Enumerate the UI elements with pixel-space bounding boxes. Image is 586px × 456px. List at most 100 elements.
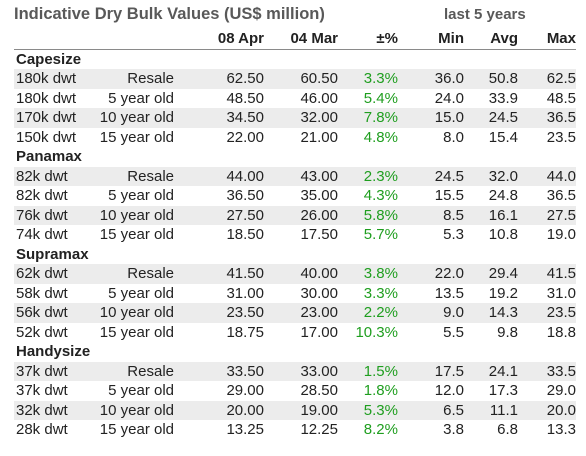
cell-current: 23.50	[180, 303, 264, 323]
cell-current: 34.50	[180, 108, 264, 128]
cell-change: 5.3%	[338, 400, 404, 420]
cell-avg: 16.1	[464, 205, 518, 225]
cell-avg: 24.1	[464, 361, 518, 381]
cell-change: 1.8%	[338, 381, 404, 401]
cell-age: 10 year old	[96, 303, 180, 323]
cell-max: 44.0	[518, 166, 576, 186]
cell-min: 9.0	[404, 303, 464, 323]
cell-size: 150k dwt	[14, 127, 96, 147]
header-age	[96, 29, 180, 50]
cell-avg: 17.3	[464, 381, 518, 401]
cell-size: 52k dwt	[14, 322, 96, 342]
header-min: Min	[404, 29, 464, 50]
cell-min: 24.5	[404, 166, 464, 186]
cell-max: 20.0	[518, 400, 576, 420]
cell-min: 22.0	[404, 264, 464, 284]
cell-current: 27.50	[180, 205, 264, 225]
cell-max: 62.5	[518, 69, 576, 89]
cell-max: 23.5	[518, 303, 576, 323]
cell-max: 27.5	[518, 205, 576, 225]
cell-size: 76k dwt	[14, 205, 96, 225]
cell-previous: 17.50	[264, 225, 338, 245]
cell-size: 82k dwt	[14, 166, 96, 186]
cell-current: 36.50	[180, 186, 264, 206]
cell-previous: 33.00	[264, 361, 338, 381]
table-row: 82k dwt 5 year old 36.50 35.00 4.3% 15.5 24.8 3…	[14, 186, 576, 206]
cell-current: 22.00	[180, 127, 264, 147]
cell-age: 15 year old	[96, 420, 180, 440]
cell-change: 5.7%	[338, 225, 404, 245]
table-body: Capesize 180k dwt Resale 62.50 60.50 3.3% 36.0…	[14, 49, 576, 440]
cell-size: 180k dwt	[14, 69, 96, 89]
cell-current: 13.25	[180, 420, 264, 440]
cell-min: 3.8	[404, 420, 464, 440]
header-max: Max	[518, 29, 576, 50]
cell-age: 5 year old	[96, 283, 180, 303]
table-row: 37k dwt 5 year old 29.00 28.50 1.8% 12.0 17.3 2…	[14, 381, 576, 401]
cell-size: 58k dwt	[14, 283, 96, 303]
cell-age: Resale	[96, 264, 180, 284]
cell-max: 36.5	[518, 186, 576, 206]
header-row: 08 Apr 04 Mar ±% Min Avg Max	[14, 29, 576, 50]
cell-max: 19.0	[518, 225, 576, 245]
table-row: 37k dwt Resale 33.50 33.00 1.5% 17.5 24.1 33.5	[14, 361, 576, 381]
cell-avg: 24.8	[464, 186, 518, 206]
cell-min: 12.0	[404, 381, 464, 401]
table-row: 62k dwt Resale 41.50 40.00 3.8% 22.0 29.4 41.5	[14, 264, 576, 284]
cell-age: 10 year old	[96, 108, 180, 128]
cell-min: 5.3	[404, 225, 464, 245]
cell-change: 3.8%	[338, 264, 404, 284]
cell-previous: 23.00	[264, 303, 338, 323]
cell-current: 31.00	[180, 283, 264, 303]
cell-age: Resale	[96, 69, 180, 89]
cell-avg: 14.3	[464, 303, 518, 323]
cell-current: 18.75	[180, 322, 264, 342]
table-row: 76k dwt 10 year old 27.50 26.00 5.8% 8.5 16.1 2…	[14, 205, 576, 225]
cell-size: 74k dwt	[14, 225, 96, 245]
cell-size: 32k dwt	[14, 400, 96, 420]
table-row: 74k dwt 15 year old 18.50 17.50 5.7% 5.3 10.8 1…	[14, 225, 576, 245]
cell-avg: 15.4	[464, 127, 518, 147]
cell-change: 4.8%	[338, 127, 404, 147]
cell-max: 31.0	[518, 283, 576, 303]
cell-avg: 11.1	[464, 400, 518, 420]
cell-max: 29.0	[518, 381, 576, 401]
section-row: Handysize	[14, 342, 576, 362]
cell-change: 10.3%	[338, 322, 404, 342]
cell-previous: 40.00	[264, 264, 338, 284]
page-title: Indicative Dry Bulk Values (US$ million)	[14, 5, 325, 23]
cell-previous: 46.00	[264, 88, 338, 108]
cell-size: 28k dwt	[14, 420, 96, 440]
cell-age: 5 year old	[96, 88, 180, 108]
header-change: ±%	[338, 29, 404, 50]
cell-current: 41.50	[180, 264, 264, 284]
cell-change: 2.2%	[338, 303, 404, 323]
cell-avg: 9.8	[464, 322, 518, 342]
cell-avg: 6.8	[464, 420, 518, 440]
cell-size: 37k dwt	[14, 381, 96, 401]
cell-age: 15 year old	[96, 127, 180, 147]
section-title: Supramax	[14, 244, 576, 264]
table-row: 170k dwt 10 year old 34.50 32.00 7.8% 15.0 24.…	[14, 108, 576, 128]
cell-max: 48.5	[518, 88, 576, 108]
header-size	[14, 29, 96, 50]
cell-size: 82k dwt	[14, 186, 96, 206]
table-row: 58k dwt 5 year old 31.00 30.00 3.3% 13.5 19.2 3…	[14, 283, 576, 303]
cell-previous: 26.00	[264, 205, 338, 225]
cell-previous: 60.50	[264, 69, 338, 89]
cell-current: 29.00	[180, 381, 264, 401]
table-row: 180k dwt Resale 62.50 60.50 3.3% 36.0 50.8 62.5	[14, 69, 576, 89]
table-row: 52k dwt 15 year old 18.75 17.00 10.3% 5.5 9.8 1…	[14, 322, 576, 342]
cell-change: 3.3%	[338, 69, 404, 89]
cell-max: 36.5	[518, 108, 576, 128]
cell-avg: 32.0	[464, 166, 518, 186]
section-row: Supramax	[14, 244, 576, 264]
cell-size: 37k dwt	[14, 361, 96, 381]
cell-previous: 32.00	[264, 108, 338, 128]
cell-min: 15.0	[404, 108, 464, 128]
cell-current: 20.00	[180, 400, 264, 420]
cell-previous: 43.00	[264, 166, 338, 186]
cell-change: 7.8%	[338, 108, 404, 128]
cell-current: 44.00	[180, 166, 264, 186]
cell-current: 33.50	[180, 361, 264, 381]
